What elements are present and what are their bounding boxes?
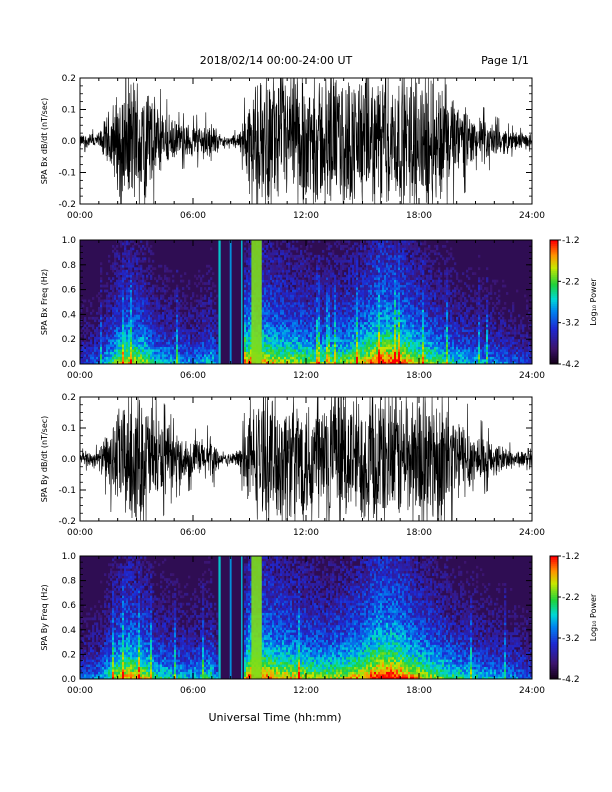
x-tick-label: 24:00 [519,371,545,381]
y-tick-label: 0.0 [62,360,77,370]
spectrogram-band [251,556,262,679]
x-tick-label: 00:00 [67,371,93,381]
x-axis-label: Universal Time (hh:mm) [209,711,342,724]
y-tick-label: 0.0 [62,137,77,147]
y-tick-label: 0.2 [62,335,76,345]
spectrogram-band [218,556,221,679]
y-axis-label: SPA Bx dB/dt (nT/sec) [40,98,49,185]
y-axis-label: SPA By dB/dt (nT/sec) [40,416,49,503]
page-number: Page 1/1 [481,54,529,67]
y-tick-label: 0.0 [62,675,77,685]
colorbar-tick-label: -4.2 [562,360,580,370]
y-tick-label: -0.1 [58,169,76,179]
x-tick-label: 06:00 [180,211,206,221]
panel-2: -1.2 -2.2 -3.2 -4.2 Log₁₀ Power 00:00 06:00 12:… [40,236,598,381]
series-line [80,397,532,521]
panel-1: 00:00 06:00 12:00 18:00 24:00 -0.2 -0.1 0.0 0.1 0… [40,74,545,221]
spectrogram-band [218,240,221,364]
y-tick-label: 0.2 [62,393,76,403]
spectrogram-band [229,556,232,679]
spectrogram-band [241,556,243,679]
colorbar-tick-label: -4.2 [562,675,580,685]
y-tick-label: -0.2 [58,517,76,527]
colorbar-tick-label: -3.2 [562,319,580,329]
colorbar-label: Log₁₀ Power [589,278,598,326]
y-tick-label: 0.1 [62,424,76,434]
colorbar: -1.2 -2.2 -3.2 -4.2 Log₁₀ Power [549,552,598,685]
x-tick-label: 12:00 [293,211,319,221]
panel-3: 00:00 06:00 12:00 18:00 24:00 -0.2 -0.1 0.0 0.1 0… [40,393,545,538]
y-tick-label: 1.0 [62,236,77,246]
x-tick-label: 00:00 [67,528,93,538]
x-tick-label: 18:00 [406,528,432,538]
colorbar-tick-label: -1.2 [562,552,580,562]
series-line [80,78,532,204]
x-tick-label: 18:00 [406,686,432,696]
y-tick-label: 0.8 [62,261,77,271]
x-tick-label: 06:00 [180,371,206,381]
y-tick-label: 0.2 [62,74,76,84]
x-tick-label: 18:00 [406,371,432,381]
y-tick-label: 0.4 [62,310,77,320]
spectrogram-band [241,240,243,364]
y-tick-label: 0.8 [62,577,77,587]
colorbar: -1.2 -2.2 -3.2 -4.2 Log₁₀ Power [549,236,598,370]
y-tick-label: 0.2 [62,650,76,660]
x-tick-label: 12:00 [293,686,319,696]
y-tick-label: -0.1 [58,486,76,496]
spectrogram-band [251,240,262,364]
y-tick-label: 0.0 [62,455,77,465]
x-tick-label: 18:00 [406,211,432,221]
y-tick-label: 0.6 [62,601,77,611]
colorbar-tick-label: -2.2 [562,277,580,287]
y-axis-label: SPA Bx Freq (Hz) [40,269,49,335]
x-tick-label: 06:00 [180,528,206,538]
x-tick-label: 24:00 [519,528,545,538]
panels: 00:00 06:00 12:00 18:00 24:00 -0.2 -0.1 0.0 0.1 0… [40,74,598,696]
x-tick-label: 12:00 [293,528,319,538]
x-tick-label: 24:00 [519,211,545,221]
panel-4: -1.2 -2.2 -3.2 -4.2 Log₁₀ Power 00:00 06:00 12:… [40,552,598,696]
spectrogram-band [229,240,232,364]
colorbar-tick-label: -2.2 [562,593,580,603]
x-tick-label: 12:00 [293,371,319,381]
y-axis-label: SPA By Freq (Hz) [40,584,49,650]
x-tick-label: 06:00 [180,686,206,696]
y-tick-label: 0.6 [62,286,77,296]
colorbar-label: Log₁₀ Power [589,593,598,641]
colorbar-tick-label: -3.2 [562,634,580,644]
x-tick-label: 00:00 [67,211,93,221]
y-tick-label: -0.2 [58,200,76,210]
y-tick-label: 1.0 [62,552,77,562]
figure-title: 2018/02/14 00:00-24:00 UT [200,54,353,67]
colorbar-tick-label: -1.2 [562,236,580,246]
spectrogram [80,240,533,365]
y-tick-label: 0.1 [62,106,76,116]
x-tick-label: 24:00 [519,686,545,696]
x-tick-label: 00:00 [67,686,93,696]
y-tick-label: 0.4 [62,626,77,636]
